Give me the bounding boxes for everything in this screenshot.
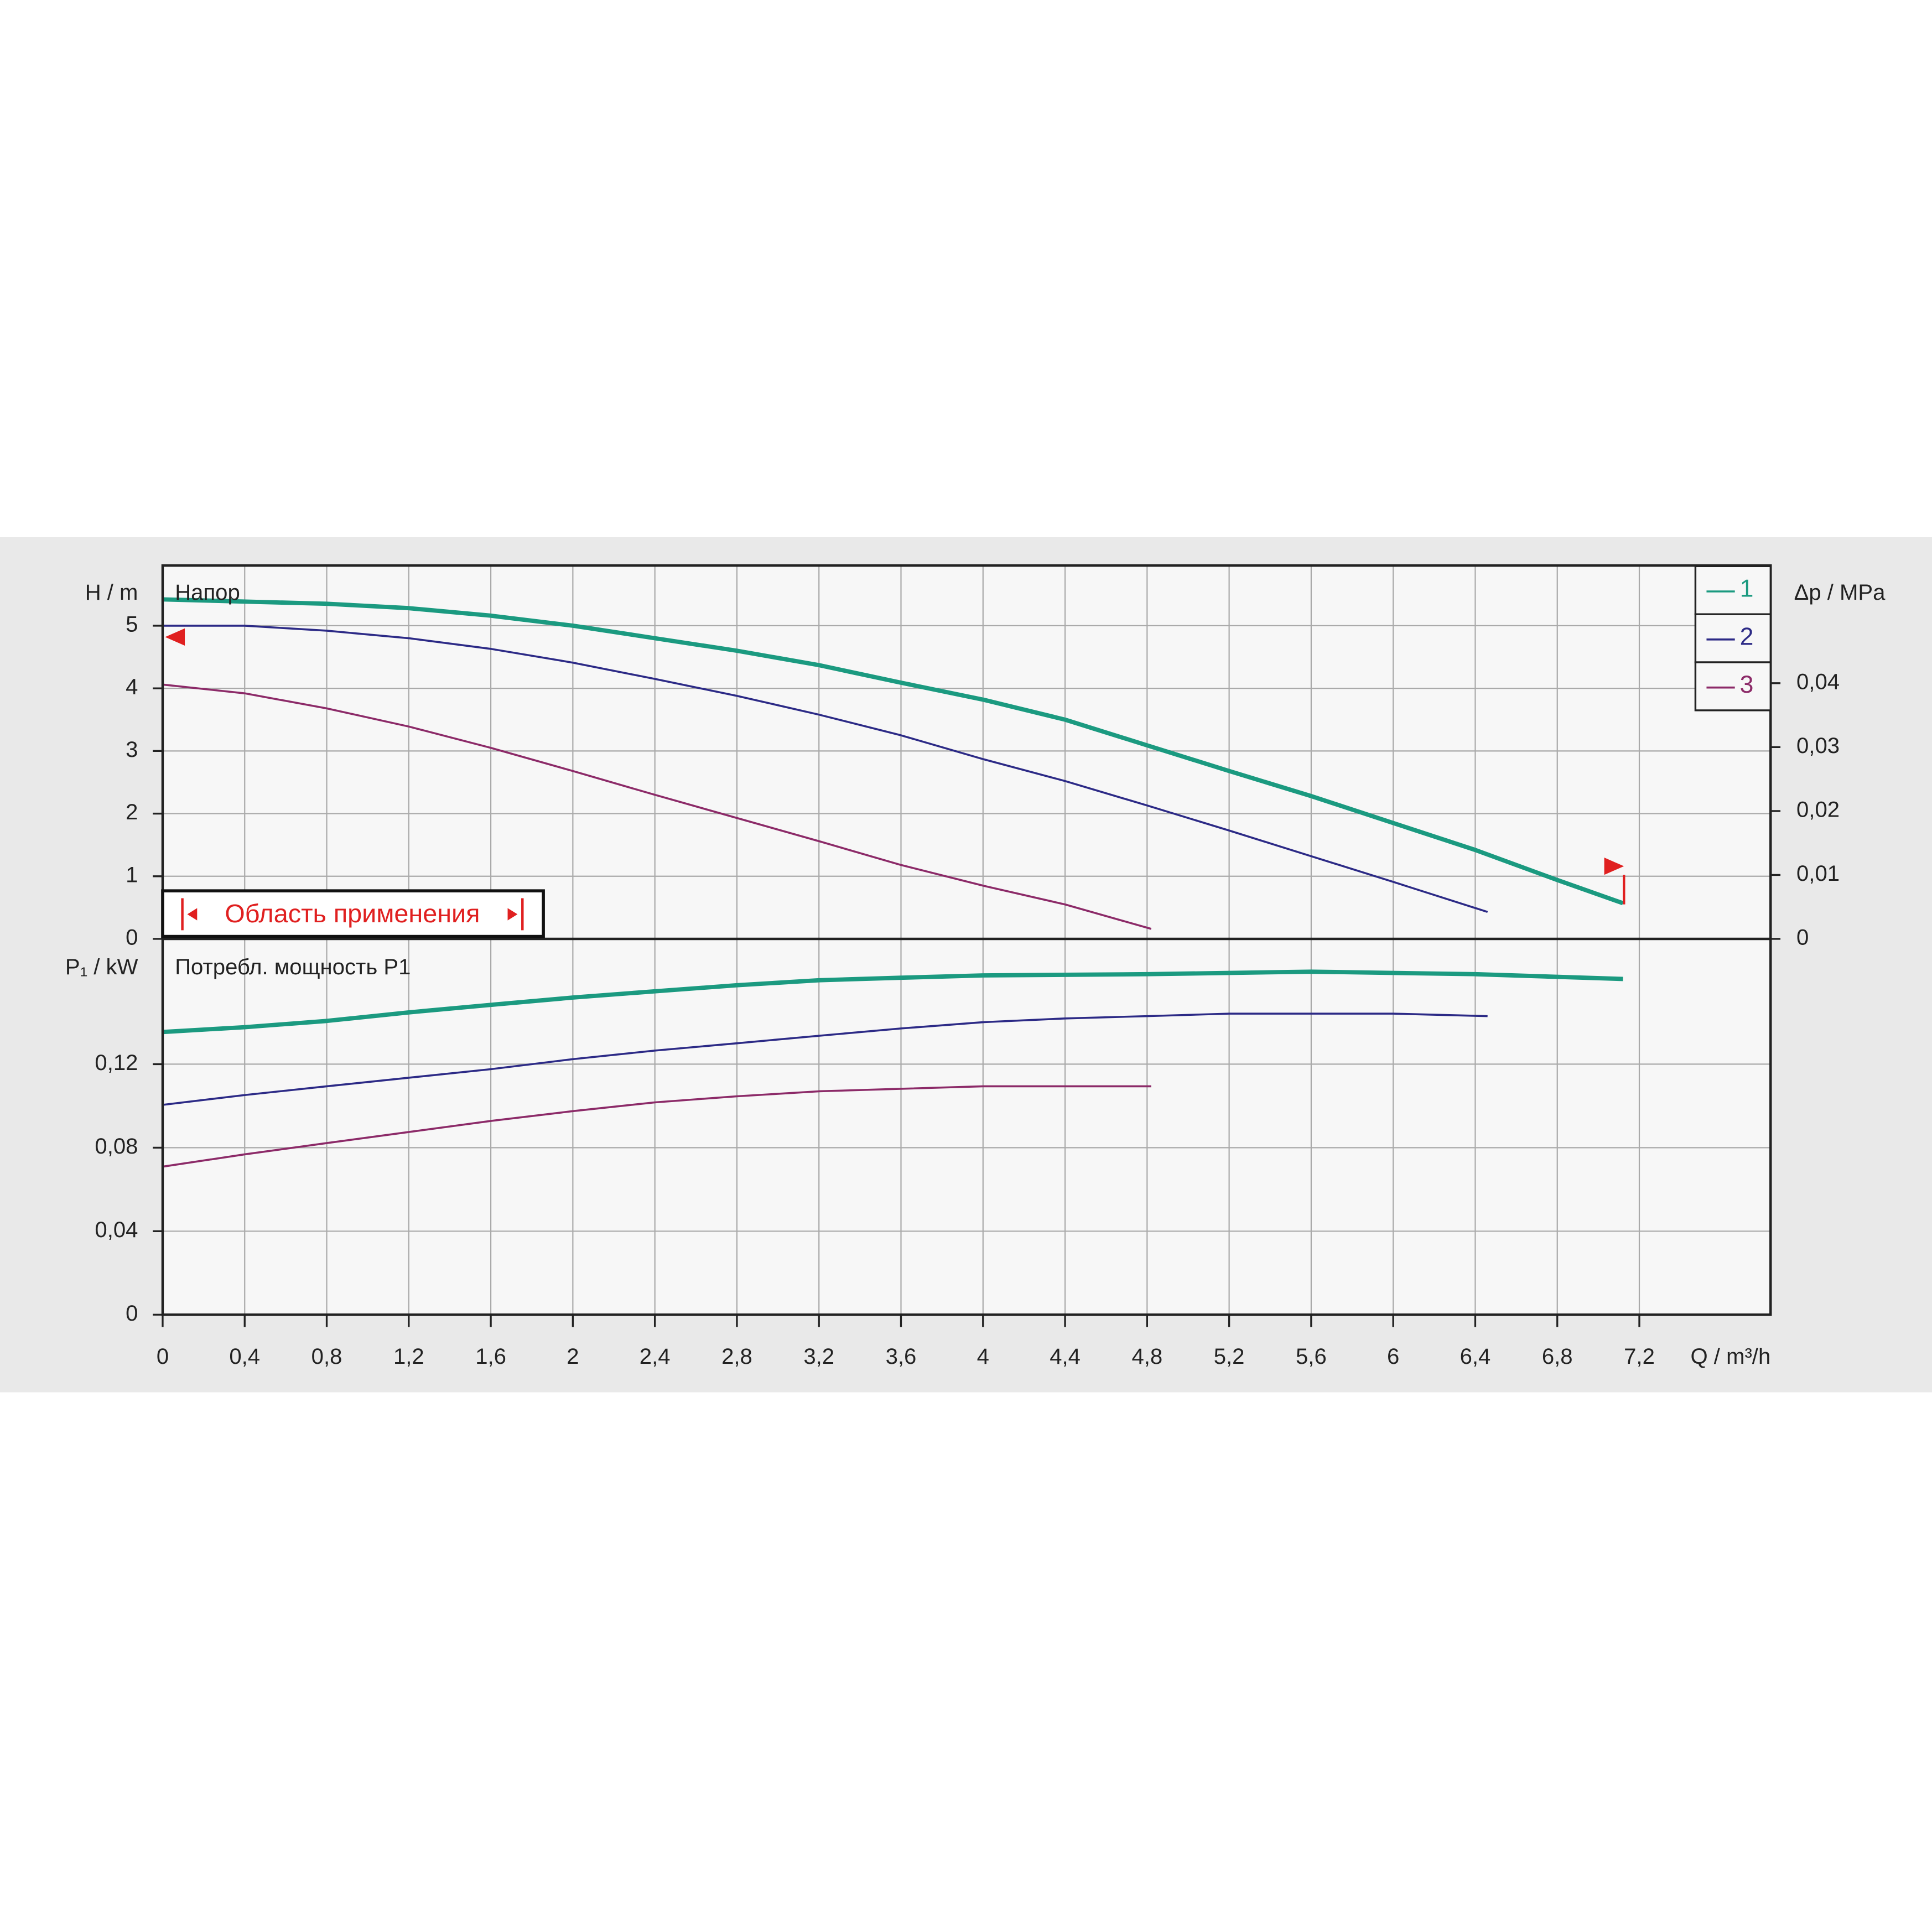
x-tick-label: 2,4 bbox=[640, 1344, 671, 1369]
x-tick-label: 2,8 bbox=[721, 1344, 752, 1369]
x-tick-label: 3,2 bbox=[803, 1344, 834, 1369]
y2-axis-label: Δp / MPa bbox=[1794, 580, 1886, 605]
curve bbox=[162, 969, 1623, 1035]
curve bbox=[162, 1012, 1488, 1106]
legend-cell bbox=[1694, 613, 1772, 663]
application-label: Область применения bbox=[225, 899, 480, 928]
x-tick-label: 4,4 bbox=[1050, 1344, 1081, 1369]
power-title: Потребл. мощность P1 bbox=[175, 955, 411, 979]
head-title: Напор bbox=[175, 580, 240, 605]
curve bbox=[162, 597, 1624, 906]
x-tick-label: 4,8 bbox=[1131, 1344, 1162, 1369]
y-tick-label: 3 bbox=[126, 738, 138, 762]
x-tick-label: 6 bbox=[1387, 1344, 1399, 1369]
y-tick-label: 5 bbox=[126, 612, 138, 636]
x-tick-label: 0,8 bbox=[311, 1344, 342, 1369]
range-arrow bbox=[187, 908, 198, 921]
legend-label: 3 bbox=[1740, 671, 1754, 698]
y-tick-label: 0,12 bbox=[95, 1051, 138, 1075]
y2-tick-label: 0,04 bbox=[1796, 669, 1840, 694]
curve bbox=[162, 1085, 1151, 1168]
legend-cell bbox=[1694, 661, 1772, 711]
y2-tick-label: 0 bbox=[1796, 926, 1809, 950]
y-tick-label: 4 bbox=[126, 675, 138, 699]
range-start-marker bbox=[165, 628, 185, 646]
y-tick-label: 0 bbox=[126, 926, 138, 950]
curves bbox=[162, 597, 1624, 1168]
y2-tick-label: 0,02 bbox=[1796, 798, 1840, 822]
x-tick-label: 0,4 bbox=[229, 1344, 260, 1369]
x-tick-label: 6,4 bbox=[1460, 1344, 1491, 1369]
legend: 1 2 3 bbox=[1694, 565, 1772, 711]
legend-label: 2 bbox=[1740, 623, 1754, 650]
legend-label: 1 bbox=[1740, 575, 1754, 603]
x-tick-label: 2 bbox=[567, 1344, 579, 1369]
range-arrow bbox=[507, 908, 518, 921]
x-tick-label: 0 bbox=[157, 1344, 169, 1369]
x-tick-label: 4 bbox=[977, 1344, 989, 1369]
y-tick-label: 0 bbox=[126, 1301, 138, 1326]
y-axis-label: P₁ / kW bbox=[65, 955, 138, 979]
legend-cell bbox=[1694, 565, 1772, 615]
application-box bbox=[161, 889, 545, 938]
x-tick-label: 3,6 bbox=[886, 1344, 917, 1369]
y-axis-label: H / m bbox=[85, 580, 138, 605]
y-tick-label: 0,08 bbox=[95, 1134, 138, 1159]
x-tick-label: 1,6 bbox=[475, 1344, 506, 1369]
y-tick-label: 1 bbox=[126, 863, 138, 887]
range-end-marker bbox=[1604, 858, 1624, 875]
y2-tick-label: 0,01 bbox=[1796, 861, 1840, 886]
y2-tick-label: 0,03 bbox=[1796, 734, 1840, 758]
x-tick-label: 6,8 bbox=[1542, 1344, 1573, 1369]
x-tick-label: 1,2 bbox=[393, 1344, 424, 1369]
y-tick-label: 2 bbox=[126, 800, 138, 824]
curve bbox=[162, 683, 1152, 930]
y-tick-label: 0,04 bbox=[95, 1218, 138, 1242]
x-tick-label: 5,2 bbox=[1214, 1344, 1245, 1369]
x-axis-label: Q / m³/h bbox=[1691, 1344, 1771, 1369]
x-tick-label: 5,6 bbox=[1296, 1344, 1327, 1369]
curve bbox=[162, 625, 1488, 913]
x-tick-label: 7,2 bbox=[1624, 1344, 1655, 1369]
